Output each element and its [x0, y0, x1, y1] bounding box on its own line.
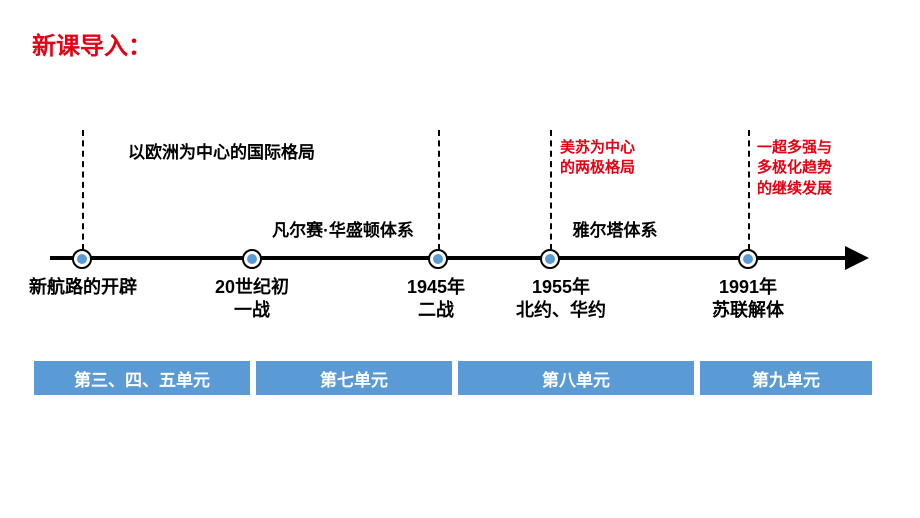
bottom-label-line: 北约、华约	[516, 300, 606, 320]
bottom-label-line: 1955年	[532, 277, 590, 297]
marker-dot	[433, 254, 443, 264]
red-label-line: 一超多强与	[757, 139, 832, 156]
marker-3	[428, 249, 448, 269]
unit-bar-7: 第七单元	[255, 360, 453, 396]
bottom-label-line: 苏联解体	[712, 300, 784, 320]
marker-dot	[545, 254, 555, 264]
marker-2	[242, 249, 262, 269]
unit-bar-345: 第三、四、五单元	[33, 360, 251, 396]
bottom-label-line: 20世纪初	[215, 277, 289, 297]
red-label-line: 的继续发展	[757, 180, 832, 197]
marker-dot	[743, 254, 753, 264]
label-ww2: 1945年 二战	[386, 276, 486, 323]
bottom-label-line: 新航路的开辟	[29, 277, 137, 297]
label-yalta: 雅尔塔体系	[555, 220, 675, 242]
bottom-label-line: 1945年	[407, 277, 465, 297]
slide-title: 新课导入：	[32, 26, 152, 61]
red-label-line: 美苏为中心	[560, 139, 635, 156]
label-versailles-washington: 凡尔赛·华盛顿体系	[253, 220, 433, 242]
timeline-container: 以欧洲为中心的国际格局 凡尔赛·华盛顿体系 雅尔塔体系 美苏为中心 的两极格局 …	[50, 130, 870, 390]
tick-2	[438, 130, 440, 250]
bottom-label-line: 一战	[234, 300, 270, 320]
label-europe-center: 以欧洲为中心的国际格局	[128, 142, 388, 164]
tick-4	[748, 130, 750, 250]
label-ww1: 20世纪初 一战	[197, 276, 307, 323]
bottom-label-line: 1991年	[719, 277, 777, 297]
timeline-arrow	[845, 246, 869, 270]
red-label-line: 多极化趋势	[757, 159, 832, 176]
label-1991: 1991年 苏联解体	[688, 276, 808, 323]
marker-dot	[77, 254, 87, 264]
label-new-routes: 新航路的开辟	[18, 276, 148, 299]
marker-dot	[247, 254, 257, 264]
bottom-label-line: 二战	[418, 300, 454, 320]
label-1955: 1955年 北约、华约	[496, 276, 626, 323]
marker-4	[540, 249, 560, 269]
unit-bar-9: 第九单元	[699, 360, 873, 396]
tick-1	[82, 130, 84, 250]
marker-5	[738, 249, 758, 269]
unit-bar-8: 第八单元	[457, 360, 695, 396]
marker-1	[72, 249, 92, 269]
timeline-axis	[50, 256, 850, 260]
red-label-line: 的两极格局	[560, 159, 635, 176]
tick-3	[550, 130, 552, 250]
label-multipolar-trend: 一超多强与 多极化趋势 的继续发展	[757, 138, 832, 199]
label-us-soviet-bipolar: 美苏为中心 的两极格局	[560, 138, 635, 179]
